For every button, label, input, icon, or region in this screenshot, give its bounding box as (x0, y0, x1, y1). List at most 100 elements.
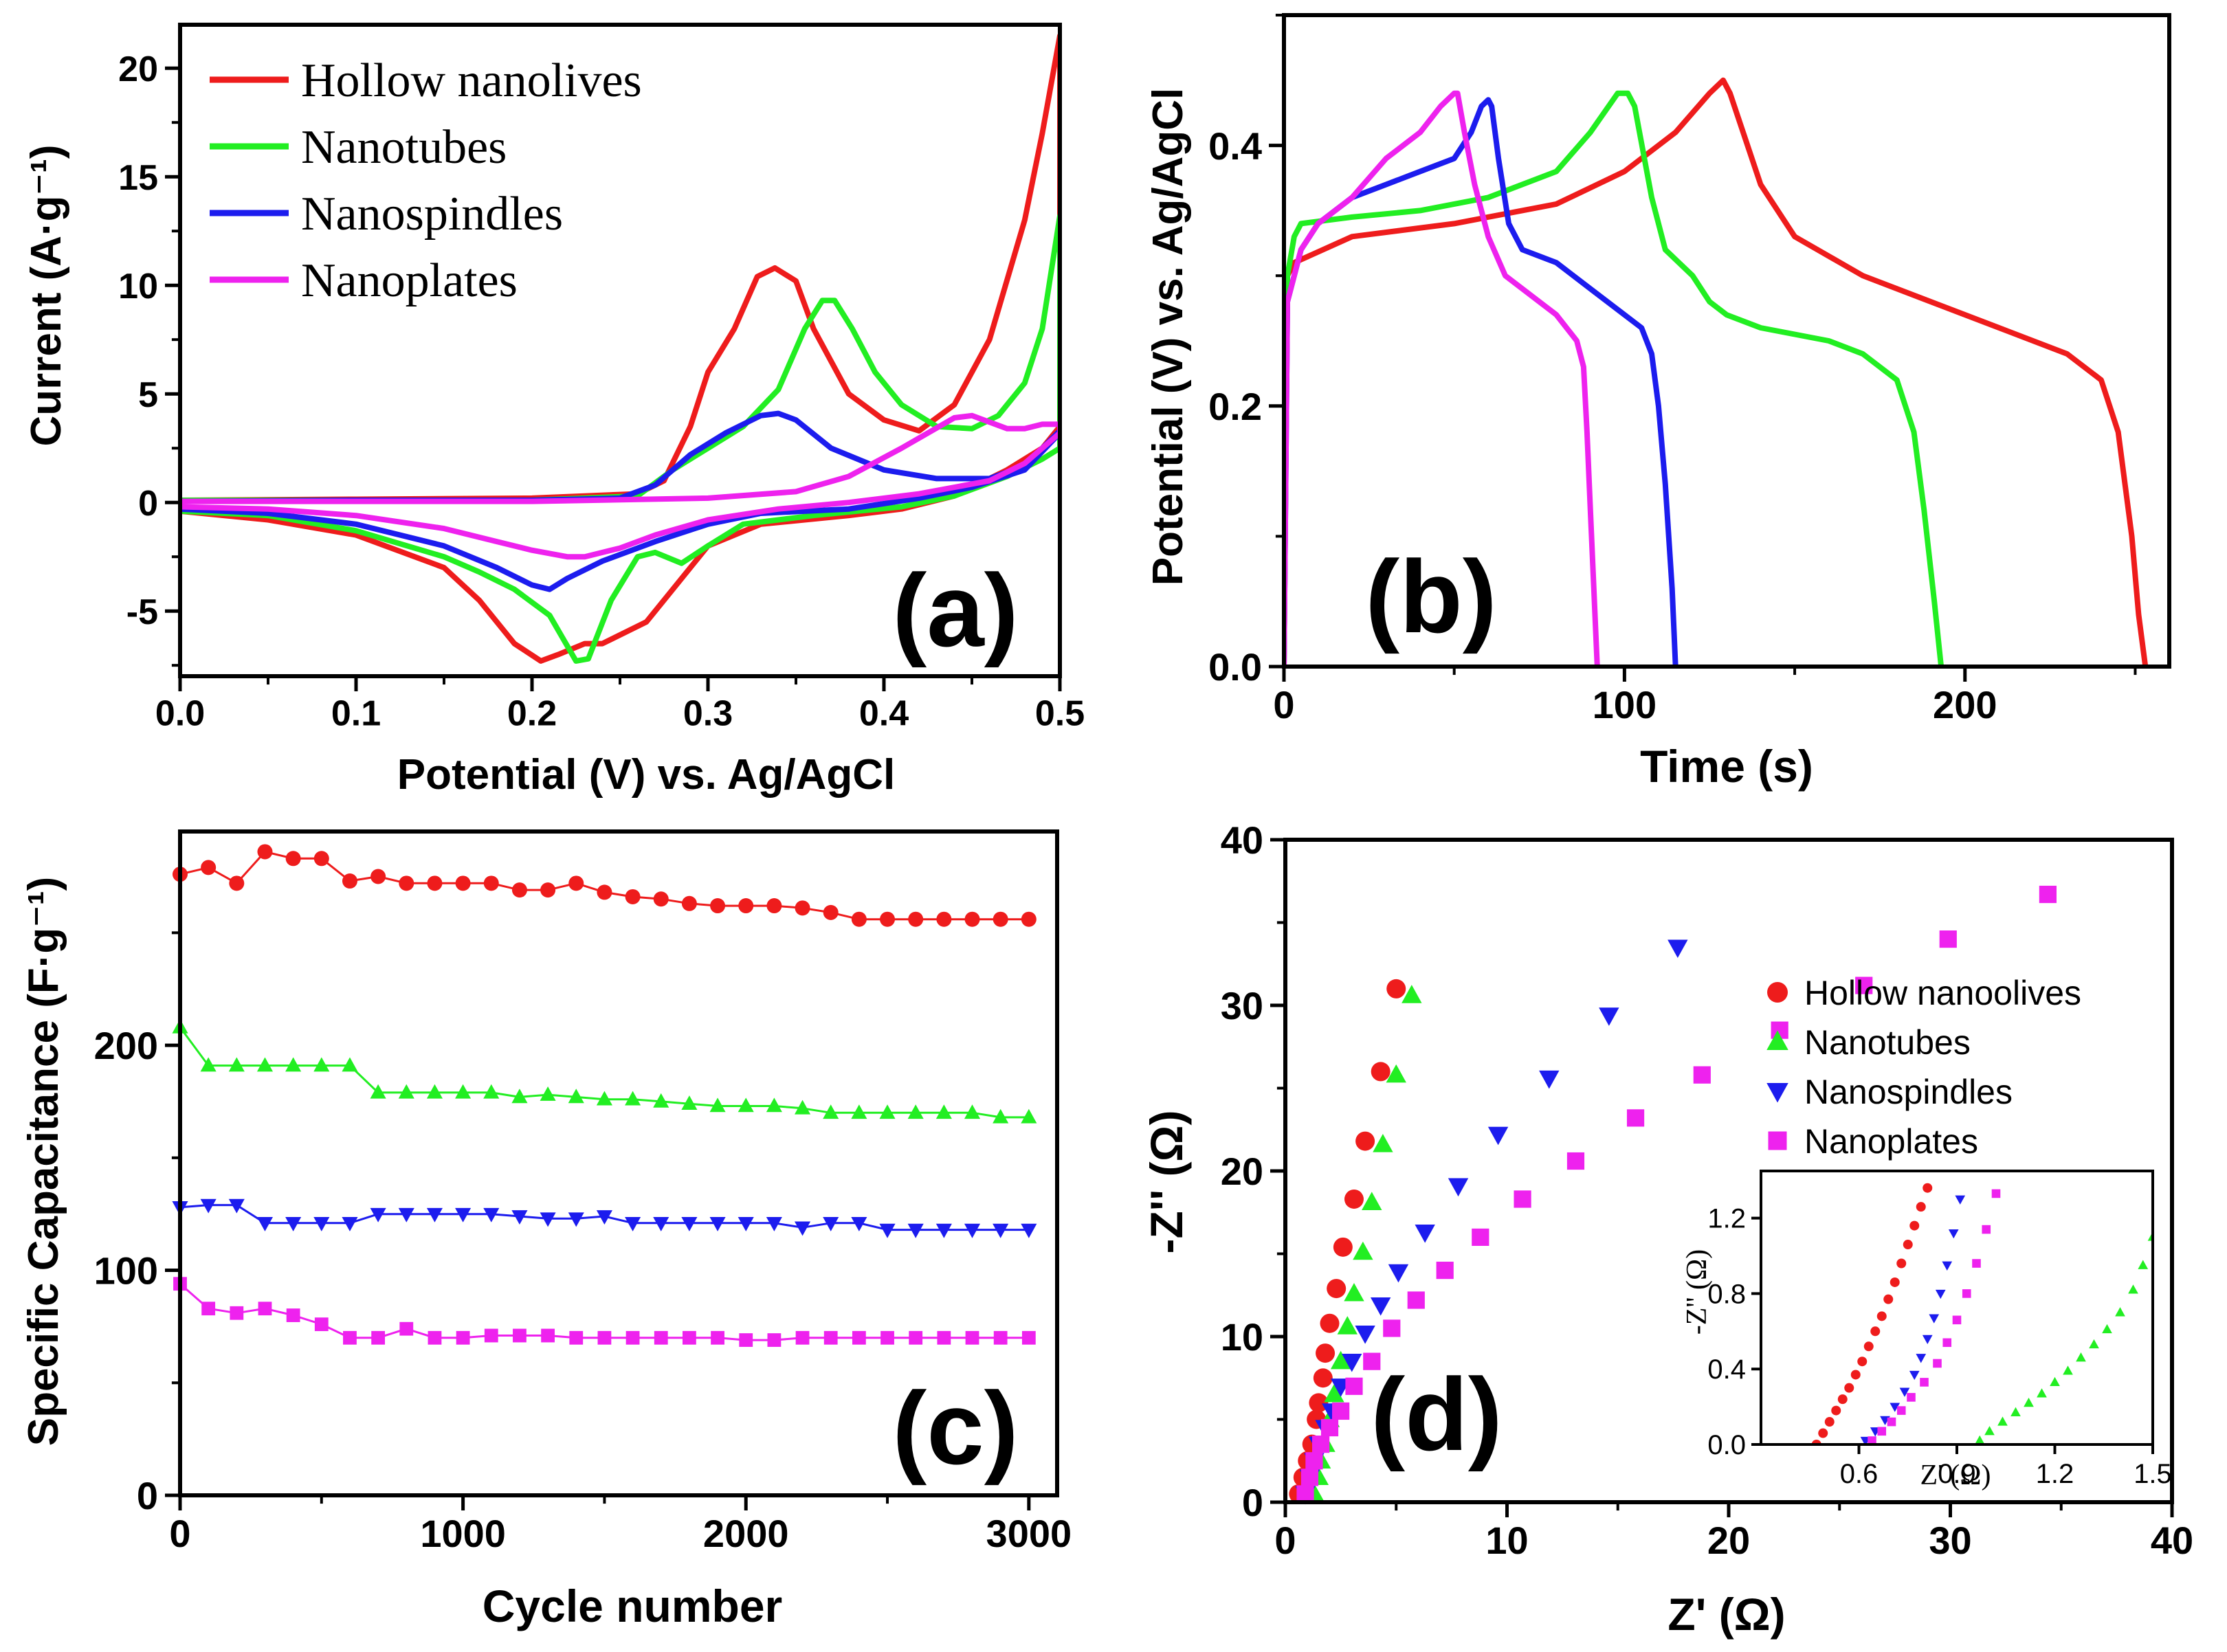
capacitance-point-hollow (285, 851, 301, 867)
capacitance-point-spindles (540, 1212, 556, 1227)
capacitance-point-hollow (568, 875, 584, 891)
legend-label: Nanotubes (1804, 1023, 1971, 1062)
inset-point-plates (1877, 1427, 1887, 1436)
y-tick-label: 0 (1242, 1481, 1263, 1524)
capacitance-point-spindles (1021, 1223, 1037, 1238)
capacitance-point-tubes (426, 1084, 443, 1099)
y-tick-label: 100 (94, 1249, 158, 1293)
capacitance-point-hollow (936, 911, 952, 927)
impedance-point-plates (1300, 1469, 1319, 1486)
panel-label: (b) (1365, 539, 1497, 654)
capacitance-point-hollow (342, 873, 357, 889)
capacitance-point-plates (909, 1330, 923, 1345)
inset-point-hollow (1890, 1277, 1900, 1287)
impedance-point-tubes (1401, 985, 1422, 1003)
inset-point-plates (1982, 1225, 1991, 1234)
inset-chart: 0.6 0.9 1.2 1.5 0.0 0.4 0.8 1.2 Z' (Ω) -Z'' (Ω) (1681, 1170, 2172, 1491)
impedance-point-hollow (1309, 1393, 1329, 1413)
capacitance-point-tubes (342, 1057, 358, 1072)
capacitance-point-plates (937, 1330, 951, 1345)
inset-point-tubes (2010, 1407, 2021, 1416)
capacitance-point-hollow (370, 869, 386, 884)
capacitance-point-tubes (738, 1097, 754, 1113)
capacitance-point-plates (484, 1328, 498, 1343)
impedance-point-hollow (1344, 1189, 1364, 1209)
capacitance-point-tubes (200, 1057, 217, 1072)
impedance-point-hollow (1313, 1368, 1333, 1388)
x-tick-label: 2000 (703, 1512, 789, 1555)
capacitance-point-tubes (285, 1057, 302, 1072)
capacitance-point-spindles (879, 1223, 896, 1238)
panel-c-cycling-stability: 0 1000 2000 3000 0 100 200 Cycle number Specific… (20, 829, 1072, 1631)
capacitance-point-hollow (823, 904, 839, 920)
impedance-point-hollow (1355, 1131, 1375, 1151)
inset-point-plates (1896, 1406, 1906, 1415)
x-tick-label: 0.5 (1035, 693, 1085, 733)
inset-point-tubes (1984, 1426, 1995, 1436)
capacitance-point-spindles (511, 1210, 528, 1225)
inset-y-tick-label: 1.2 (1707, 1204, 1746, 1234)
capacitance-point-tubes (681, 1095, 698, 1110)
inset-point-spindles (1948, 1229, 1959, 1239)
capacitance-point-hollow (710, 898, 726, 914)
inset-x-tick-label: 1.2 (2036, 1459, 2074, 1489)
capacitance-point-tubes (709, 1097, 726, 1113)
legend-marker-plates (1768, 1131, 1787, 1150)
impedance-point-plates (1693, 1066, 1711, 1084)
x-tick-label: 0 (169, 1512, 190, 1555)
capacitance-point-tubes (568, 1089, 584, 1104)
series-group (172, 844, 1037, 1347)
capacitance-point-plates (965, 1330, 979, 1345)
inset-point-hollow (1883, 1294, 1894, 1304)
impedance-point-tubes (1344, 1282, 1364, 1302)
y-tick-label: 0.2 (1208, 385, 1262, 428)
impedance-point-spindles (1487, 1126, 1509, 1146)
capacitance-point-tubes (964, 1104, 981, 1119)
capacitance-point-plates (541, 1328, 555, 1343)
inset-point-hollow (1909, 1220, 1920, 1231)
capacitance-point-spindles (653, 1216, 669, 1231)
plot-frame (178, 829, 1059, 1497)
capacitance-point-spindles (568, 1212, 584, 1227)
capacitance-point-tubes (540, 1086, 556, 1101)
capacitance-point-hollow (625, 889, 641, 904)
y-axis-label: Current (A·g⁻¹) (23, 144, 70, 446)
capacitance-point-plates (654, 1330, 668, 1345)
x-tick-label: 0.0 (155, 693, 205, 733)
capacitance-point-tubes (370, 1084, 386, 1099)
inset-point-spindles (1935, 1289, 1946, 1299)
inset-point-hollow (1837, 1394, 1848, 1405)
impedance-point-spindles (1415, 1224, 1435, 1243)
x-axis-label: Time (s) (1640, 741, 1813, 792)
inset-point-plates (1920, 1378, 1929, 1387)
capacitance-point-tubes (794, 1100, 811, 1115)
panel-a-cv-curves: 0.0 0.1 0.2 0.3 0.4 0.5 -5 0 5 10 15 20 Potential (V… (23, 23, 1085, 799)
capacitance-point-hollow (483, 875, 499, 891)
impedance-point-spindles (1370, 1297, 1391, 1316)
capacitance-point-plates (569, 1330, 584, 1345)
capacitance-point-tubes (596, 1091, 612, 1106)
inset-point-hollow (1870, 1326, 1881, 1337)
capacitance-point-hollow (427, 875, 443, 891)
capacitance-point-plates (597, 1330, 612, 1345)
series-group (1289, 885, 2057, 1505)
inset-point-hollow (1923, 1183, 1933, 1193)
capacitance-point-spindles (398, 1207, 414, 1223)
x-tick-label: 10 (1485, 1519, 1528, 1562)
inset-x-tick-label: 0.9 (1938, 1459, 1976, 1489)
impedance-point-spindles (1355, 1325, 1375, 1344)
inset-point-hollow (1844, 1383, 1854, 1393)
inset-point-plates (1991, 1189, 2001, 1198)
inset-point-tubes (2115, 1307, 2125, 1317)
capacitance-point-tubes (625, 1091, 641, 1106)
impedance-point-plates (1296, 1485, 1314, 1503)
legend: Hollow nanolives Nanotubes Nanospindles Nan… (210, 54, 642, 307)
inset-x-tick-label: 1.5 (2134, 1459, 2172, 1489)
capacitance-point-tubes (766, 1097, 782, 1113)
impedance-point-plates (1626, 1109, 1645, 1127)
impedance-point-plates (1514, 1190, 1531, 1208)
inset-point-plates (1942, 1338, 1952, 1348)
inset-point-tubes (2076, 1352, 2086, 1362)
legend-label: Nanoplates (1804, 1122, 1978, 1161)
impedance-point-tubes (1330, 1350, 1351, 1370)
